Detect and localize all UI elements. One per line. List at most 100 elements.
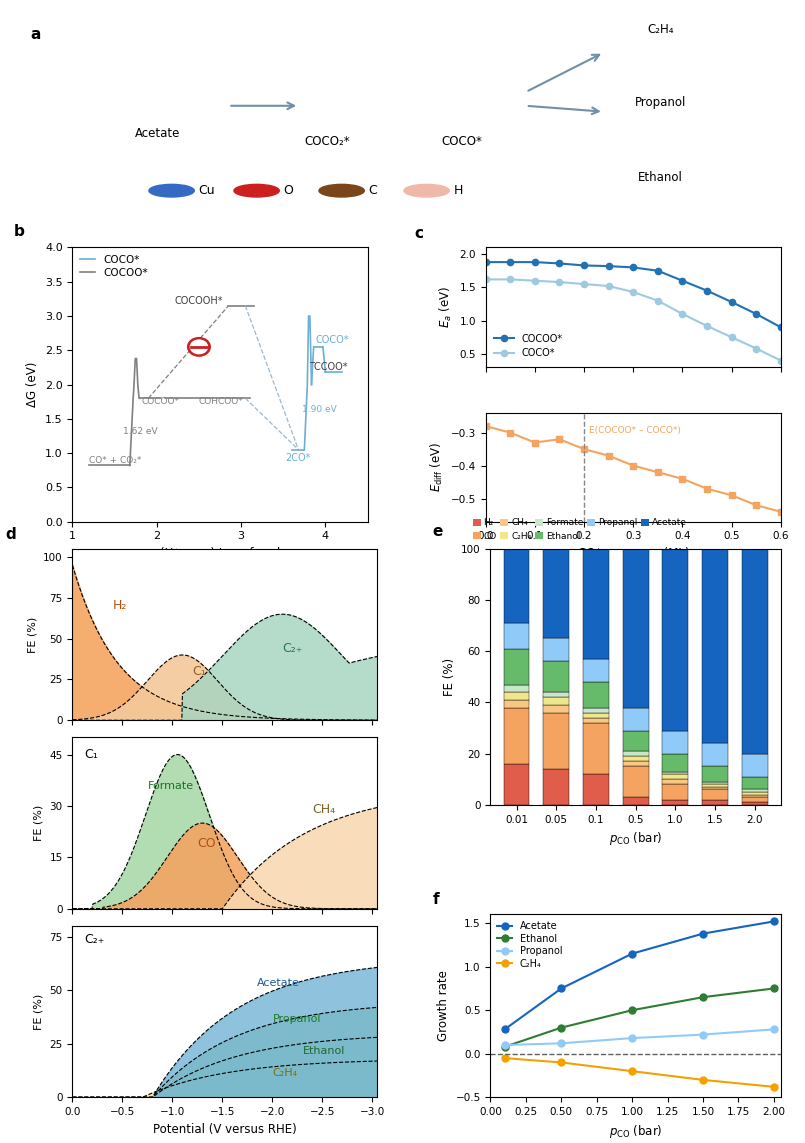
- Text: Ethanol: Ethanol: [638, 170, 683, 184]
- Bar: [623, 757, 649, 761]
- Text: COCOO*: COCOO*: [142, 397, 180, 406]
- COCOO*: [530, 255, 539, 269]
- Text: COCO₂*: COCO₂*: [304, 135, 350, 149]
- Text: Cu: Cu: [199, 184, 215, 198]
- Text: COHCOO*: COHCOO*: [199, 397, 244, 406]
- Bar: [623, 761, 649, 767]
- COCOO*: [629, 261, 638, 274]
- Line: COCOO*: COCOO*: [482, 259, 784, 330]
- Bar: [702, 549, 728, 743]
- COCOO*: [653, 264, 663, 278]
- Bar: [663, 780, 688, 784]
- Text: f: f: [432, 893, 439, 908]
- Bar: [543, 769, 569, 805]
- C₂H₄: [556, 1056, 566, 1070]
- Bar: [583, 682, 609, 708]
- Y-axis label: FE (%): FE (%): [443, 657, 456, 696]
- Circle shape: [190, 339, 208, 354]
- COCO*: [604, 279, 613, 293]
- Bar: [543, 662, 569, 693]
- Text: C: C: [369, 184, 378, 198]
- Text: CO* + CO₂*: CO* + CO₂*: [89, 456, 142, 465]
- Propanol: [769, 1023, 778, 1037]
- Acetate: [698, 927, 708, 941]
- Bar: [702, 800, 728, 805]
- Line: Acetate: Acetate: [502, 918, 778, 1033]
- Propanol: [556, 1037, 566, 1050]
- Text: CO: CO: [197, 837, 216, 850]
- Bar: [504, 623, 530, 649]
- Bar: [543, 705, 569, 713]
- Text: 1.62 eV: 1.62 eV: [123, 427, 158, 435]
- C₂H₄: [627, 1064, 637, 1078]
- COCO*: [629, 285, 638, 298]
- Ethanol: [627, 1004, 637, 1017]
- Bar: [702, 784, 728, 786]
- COCO*: [506, 272, 515, 286]
- Bar: [742, 797, 768, 802]
- Bar: [583, 774, 609, 805]
- Ethanol: [769, 982, 778, 996]
- Bar: [623, 767, 649, 797]
- Y-axis label: $E_{\rm diff}$ (eV): $E_{\rm diff}$ (eV): [429, 442, 445, 493]
- Bar: [504, 764, 530, 805]
- Text: COCO*: COCO*: [316, 335, 349, 345]
- C₂H₄: [769, 1080, 778, 1094]
- COCOO*: [702, 283, 712, 297]
- Bar: [663, 549, 688, 730]
- Bar: [543, 697, 569, 705]
- Text: a: a: [30, 26, 40, 42]
- Text: C₁: C₁: [192, 664, 206, 678]
- Text: COCO*: COCO*: [442, 135, 482, 149]
- Text: 1.90 eV: 1.90 eV: [302, 405, 336, 414]
- COCO*: [776, 353, 786, 367]
- Bar: [623, 549, 649, 708]
- Acetate: [500, 1023, 510, 1037]
- Y-axis label: FE (%): FE (%): [34, 805, 44, 841]
- Text: Ethanol: Ethanol: [303, 1047, 345, 1056]
- Bar: [583, 722, 609, 774]
- Propanol: [500, 1038, 510, 1052]
- Bar: [543, 693, 569, 697]
- Text: Propanol: Propanol: [272, 1014, 321, 1024]
- COCOO*: [506, 255, 515, 269]
- COCO*: [530, 274, 539, 288]
- Bar: [663, 800, 688, 805]
- Bar: [504, 685, 530, 693]
- Text: b: b: [14, 224, 24, 239]
- Bar: [742, 753, 768, 776]
- Y-axis label: FE (%): FE (%): [34, 993, 44, 1030]
- Bar: [742, 549, 768, 753]
- Bar: [742, 792, 768, 794]
- Bar: [663, 730, 688, 753]
- X-axis label: CO* coverage (ML): CO* coverage (ML): [577, 547, 689, 560]
- Ethanol: [556, 1021, 566, 1034]
- COCOO*: [678, 274, 687, 288]
- C₂H₄: [698, 1073, 708, 1087]
- Bar: [543, 639, 569, 662]
- Line: COCO*: COCO*: [482, 277, 784, 363]
- C₂H₄: [500, 1052, 510, 1065]
- COCO*: [481, 272, 490, 286]
- Text: c: c: [415, 226, 424, 241]
- Bar: [623, 797, 649, 805]
- Acetate: [769, 914, 778, 928]
- Bar: [742, 790, 768, 792]
- Circle shape: [149, 184, 194, 197]
- COCOO*: [580, 258, 589, 272]
- Text: d: d: [6, 527, 16, 542]
- Legend: H₂, CO, CH₄, C₂H₄, Formate, Ethanol, Propanol, Acetate: H₂, CO, CH₄, C₂H₄, Formate, Ethanol, Pro…: [472, 518, 687, 542]
- COCO*: [727, 330, 737, 344]
- Y-axis label: Growth rate: Growth rate: [437, 970, 450, 1041]
- X-axis label: Potential (V versus RHE): Potential (V versus RHE): [153, 1122, 297, 1135]
- Ethanol: [698, 990, 708, 1004]
- Propanol: [627, 1031, 637, 1045]
- Bar: [702, 786, 728, 790]
- Circle shape: [319, 184, 365, 197]
- Bar: [702, 743, 728, 767]
- Text: C₁: C₁: [85, 748, 98, 761]
- Bar: [663, 753, 688, 772]
- Bar: [742, 776, 768, 790]
- Bar: [504, 700, 530, 708]
- Y-axis label: $E_a$ (eV): $E_a$ (eV): [438, 287, 454, 328]
